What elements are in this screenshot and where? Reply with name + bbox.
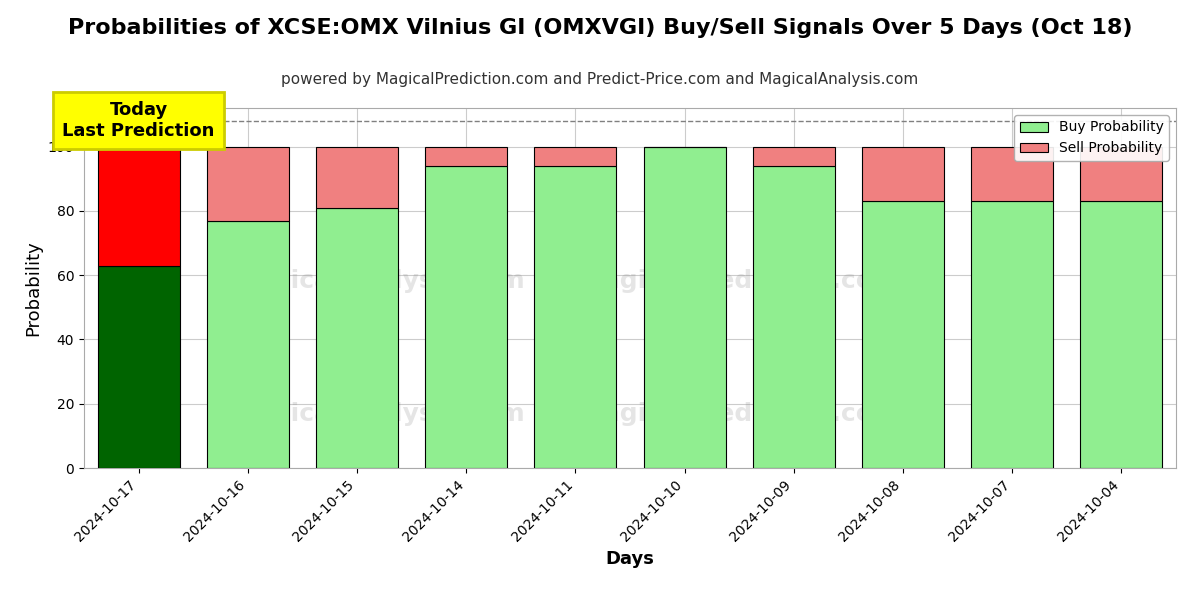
Bar <box>97 146 180 265</box>
Text: Probabilities of XCSE:OMX Vilnius GI (OMXVGI) Buy/Sell Signals Over 5 Days (Oct : Probabilities of XCSE:OMX Vilnius GI (OM… <box>67 18 1133 38</box>
Text: MagicalPrediction.com: MagicalPrediction.com <box>578 269 900 293</box>
Bar <box>534 146 617 166</box>
Bar <box>534 166 617 468</box>
Text: MagicalAnalysis.com: MagicalAnalysis.com <box>232 269 526 293</box>
Bar <box>643 146 726 468</box>
Text: MagicalAnalysis.com: MagicalAnalysis.com <box>232 402 526 426</box>
Bar <box>425 166 508 468</box>
Bar <box>862 201 944 468</box>
Y-axis label: Probability: Probability <box>24 240 42 336</box>
Text: powered by MagicalPrediction.com and Predict-Price.com and MagicalAnalysis.com: powered by MagicalPrediction.com and Pre… <box>281 72 919 87</box>
Bar <box>316 208 398 468</box>
Bar <box>971 201 1054 468</box>
Text: Today
Last Prediction: Today Last Prediction <box>62 101 215 140</box>
Bar <box>206 221 289 468</box>
Bar <box>862 146 944 201</box>
Legend: Buy Probability, Sell Probability: Buy Probability, Sell Probability <box>1014 115 1169 161</box>
Bar <box>752 146 835 166</box>
Bar <box>206 146 289 221</box>
Bar <box>1080 146 1163 201</box>
Text: MagicalPrediction.com: MagicalPrediction.com <box>578 402 900 426</box>
Bar <box>425 146 508 166</box>
Bar <box>1080 201 1163 468</box>
Bar <box>316 146 398 208</box>
X-axis label: Days: Days <box>606 550 654 568</box>
Bar <box>971 146 1054 201</box>
Bar <box>97 265 180 468</box>
Bar <box>752 166 835 468</box>
